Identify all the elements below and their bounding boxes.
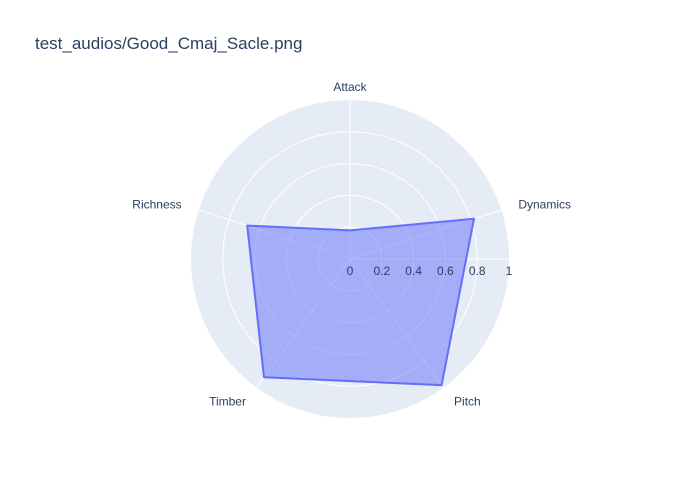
category-label-richness: Richness xyxy=(132,197,181,211)
category-label-timber: Timber xyxy=(209,395,246,409)
radar-series-area xyxy=(246,217,475,387)
radial-tick-label: 0.6 xyxy=(437,264,454,278)
chart-title: test_audios/Good_Cmaj_Sacle.png xyxy=(35,34,303,53)
category-label-attack: Attack xyxy=(333,80,367,94)
category-label-pitch: Pitch xyxy=(454,395,481,409)
radial-tick-label: 0.8 xyxy=(469,264,486,278)
radial-tick-label: 0.2 xyxy=(373,264,390,278)
radial-tick-label: 0 xyxy=(347,264,354,278)
category-label-dynamics: Dynamics xyxy=(518,197,571,211)
radial-tick-label: 1 xyxy=(506,264,513,278)
radial-tick-label: 0.4 xyxy=(405,264,422,278)
